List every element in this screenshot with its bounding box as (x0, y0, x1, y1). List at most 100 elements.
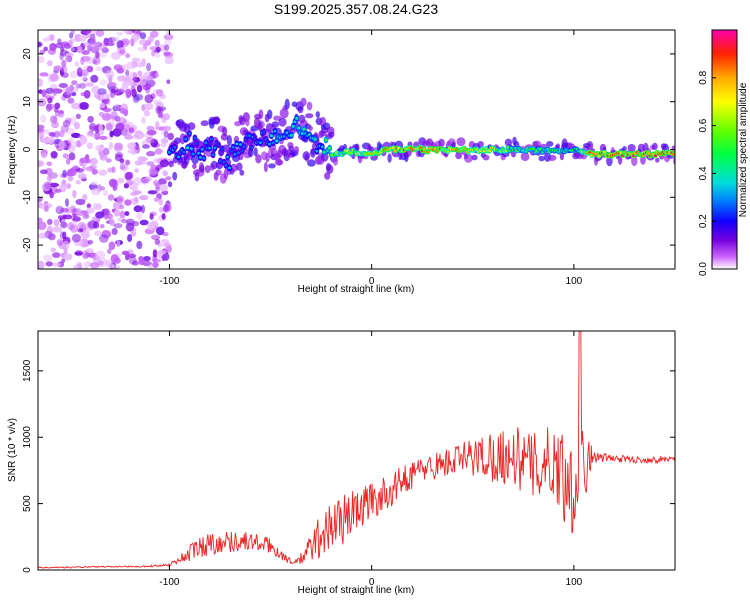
noise-cell (110, 51, 121, 60)
noise-cell (38, 196, 43, 203)
snr-frame (37, 330, 676, 571)
ridge-cell (197, 151, 201, 155)
noise-cell (119, 116, 125, 123)
noise-cell (154, 39, 160, 47)
noise-cell (55, 42, 64, 49)
ridge-halo-cell (187, 122, 196, 131)
noise-cell (58, 130, 65, 138)
noise-cell (77, 222, 87, 230)
noise-cell (116, 123, 125, 130)
noise-cell (149, 213, 154, 220)
noise-cell (141, 140, 149, 146)
noise-cell (119, 49, 125, 55)
ridge-halo-cell (210, 160, 218, 170)
noise-cell (111, 166, 116, 174)
ridge-cell (227, 166, 232, 170)
noise-cell (100, 224, 105, 229)
noise-cell (158, 250, 167, 255)
noise-cell (38, 128, 45, 133)
noise-cell (130, 37, 135, 47)
noise-cell (105, 70, 115, 79)
noise-cell (90, 188, 101, 196)
noise-cell (49, 34, 55, 41)
noise-cell (50, 122, 59, 127)
snr-x-label: Height of straight line (km) (298, 585, 415, 596)
ridge-cell (313, 137, 317, 141)
noise-cell (159, 159, 169, 168)
noise-cell (157, 112, 164, 119)
noise-cell (107, 194, 115, 201)
noise-cell (52, 252, 61, 258)
noise-cell (103, 190, 109, 197)
noise-cell (106, 41, 115, 47)
x-tick-label: 0 (369, 577, 375, 588)
noise-cell (97, 260, 104, 266)
ridge-halo-cell (167, 181, 173, 188)
noise-cell (62, 240, 70, 250)
ridge-cell (218, 159, 222, 163)
noise-cell (71, 164, 79, 170)
noise-cell (96, 30, 105, 37)
noise-cell (80, 56, 85, 66)
noise-cell (112, 179, 119, 189)
noise-cell (116, 67, 125, 74)
noise-cell (58, 83, 68, 88)
noise-cell (116, 195, 125, 204)
noise-cell (130, 186, 139, 192)
noise-cell (51, 262, 61, 267)
noise-cell (134, 168, 139, 173)
noise-cell (54, 102, 61, 110)
noise-cell (126, 61, 136, 70)
noise-cell (38, 217, 43, 223)
ridge-cell (224, 163, 228, 167)
noise-cell (99, 102, 106, 109)
snr-y-ticks: 0 500 1000 1500 (22, 359, 675, 573)
ridge-halo-cell (229, 163, 238, 173)
ridge-cell (204, 141, 208, 145)
noise-cell (73, 264, 79, 269)
noise-cell (79, 157, 90, 164)
noise-cell (41, 152, 48, 159)
ridge-cell (187, 132, 192, 136)
noise-cell (115, 88, 125, 95)
ridge-cell (267, 142, 272, 146)
noise-cell (38, 160, 45, 167)
noise-cell (38, 98, 47, 107)
ridge-halo-cell (268, 163, 276, 169)
noise-cell (121, 219, 129, 224)
noise-cell (153, 158, 161, 163)
noise-cell (67, 97, 75, 104)
noise-cell (81, 30, 92, 34)
noise-cell (97, 88, 107, 95)
noise-cell (126, 92, 131, 99)
ridge-cell (672, 152, 675, 156)
ridge-cell (320, 145, 324, 149)
noise-cell (100, 92, 109, 100)
noise-cell (69, 70, 78, 79)
noise-cell (66, 183, 72, 189)
noise-cell (86, 142, 93, 150)
ridge-halo-cell (387, 153, 392, 163)
noise-cell (152, 261, 159, 268)
noise-cell (127, 148, 138, 155)
noise-cell (136, 61, 144, 68)
noise-cell (144, 102, 154, 111)
noise-cell (72, 189, 77, 199)
noise-cell (148, 168, 158, 176)
noise-cell (138, 39, 149, 46)
noise-cell (163, 130, 169, 138)
ridge-cell (226, 155, 230, 159)
noise-cell (65, 198, 69, 207)
noise-cell (106, 262, 115, 269)
y-tick-label: -20 (22, 237, 33, 252)
noise-cell (155, 102, 164, 108)
noise-cell (77, 228, 84, 233)
noise-cell (131, 88, 137, 98)
ridge-halo-cell (305, 113, 314, 119)
noise-cell (124, 211, 130, 216)
noise-cell (139, 219, 149, 226)
noise-cell (40, 114, 47, 124)
noise-cell (67, 54, 73, 62)
ridge-halo-cell (308, 125, 313, 132)
noise-cell (76, 211, 87, 216)
